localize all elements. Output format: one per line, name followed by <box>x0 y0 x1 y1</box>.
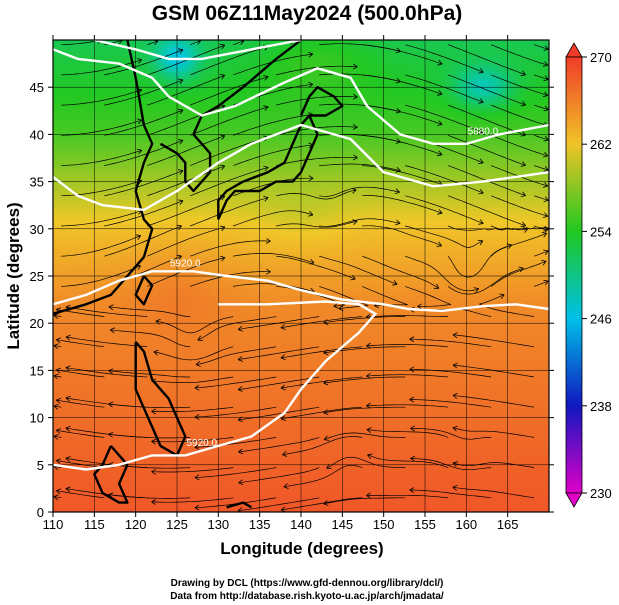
colorbar-tick-label: 262 <box>590 137 612 152</box>
credit-line-1: Drawing by DCL (https://www.gfd-dennou.o… <box>171 578 444 589</box>
y-tick-label: 0 <box>37 505 44 520</box>
y-tick-label: 40 <box>30 127 44 142</box>
chart-title: GSM 06Z11May2024 (500.0hPa) <box>152 2 463 25</box>
colorbar-tick-label: 246 <box>590 312 612 327</box>
colorbar-tick-label: 230 <box>590 486 612 501</box>
y-tick-label: 45 <box>30 80 44 95</box>
y-tick-label: 15 <box>30 363 44 378</box>
y-tick-label: 35 <box>30 175 44 190</box>
colorbar-scale <box>566 57 582 493</box>
y-tick-label: 10 <box>30 411 44 426</box>
colorbar: 230 238 246 254 262 270 <box>566 43 612 507</box>
contour-label: 5880.0 <box>468 126 499 137</box>
x-tick-label: 115 <box>84 517 105 532</box>
x-tick-label: 130 <box>207 517 229 532</box>
x-tick-label: 135 <box>249 517 271 532</box>
colorbar-tick-label: 238 <box>590 399 612 414</box>
contour-label: 5920.0 <box>170 259 201 270</box>
y-tick-label: 30 <box>30 222 44 237</box>
colorbar-tick-label: 254 <box>590 224 612 239</box>
x-tick-label: 110 <box>43 517 64 532</box>
x-tick-label: 150 <box>373 517 395 532</box>
x-tick-label: 145 <box>331 517 353 532</box>
x-tick-label: 165 <box>497 517 519 532</box>
colorbar-ticks: 230 238 246 254 262 270 <box>582 50 612 501</box>
x-tick-label: 155 <box>414 517 436 532</box>
x-tick-label: 120 <box>125 517 147 532</box>
x-axis-label: Longitude (degrees) <box>220 539 383 558</box>
chart-canvas: GSM 06Z11May2024 (500.0hPa) 5880.0 5920.0… <box>0 0 619 605</box>
colorbar-tick-label: 270 <box>590 50 612 65</box>
x-tick-label: 140 <box>290 517 312 532</box>
colorbar-upper-arrow <box>566 43 582 57</box>
y-tick-label: 25 <box>30 269 44 284</box>
y-axis-label: Latitude (degrees) <box>4 202 23 349</box>
colorbar-lower-arrow <box>566 493 582 507</box>
y-tick-label: 5 <box>37 458 44 473</box>
credit-line-2: Data from http://database.rish.kyoto-u.a… <box>170 591 444 602</box>
y-tick-label: 20 <box>30 316 44 331</box>
x-tick-label: 125 <box>166 517 188 532</box>
contour-label: 5920.0 <box>187 438 218 449</box>
x-tick-label: 160 <box>455 517 477 532</box>
